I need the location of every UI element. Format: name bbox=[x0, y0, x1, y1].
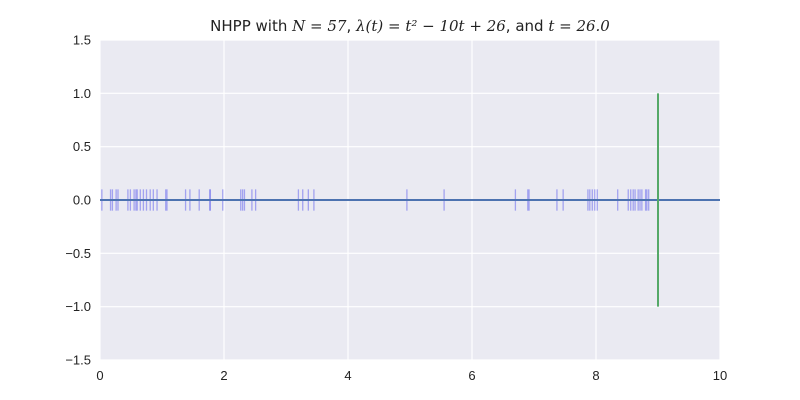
y-tick-label: 1.5 bbox=[73, 33, 91, 48]
title-n-expression: N = 57 bbox=[291, 17, 347, 35]
x-tick-label: 10 bbox=[713, 368, 727, 383]
x-tick-label: 8 bbox=[592, 368, 599, 383]
title-t-expression: t = 26.0 bbox=[548, 17, 610, 35]
x-tick-label: 2 bbox=[220, 368, 227, 383]
y-tick-label: 0.5 bbox=[73, 139, 91, 154]
title-lambda-expression: λ(t) = t² − 10t + 26 bbox=[355, 17, 506, 35]
title-separator-1: , bbox=[346, 17, 356, 35]
y-tick-label: 0.0 bbox=[73, 193, 91, 208]
x-axis-tick-labels: 0 2 4 6 8 10 bbox=[96, 368, 727, 383]
y-axis-tick-labels: −1.5 −1.0 −0.5 0.0 0.5 1.0 1.5 bbox=[65, 33, 91, 368]
y-tick-label: −1.5 bbox=[65, 353, 91, 368]
x-tick-label: 0 bbox=[96, 368, 103, 383]
title-prefix: NHPP with bbox=[210, 17, 292, 35]
title-separator-2: , and bbox=[506, 17, 549, 35]
y-tick-label: −1.0 bbox=[65, 299, 91, 314]
y-tick-label: −0.5 bbox=[65, 246, 91, 261]
x-tick-label: 4 bbox=[344, 368, 351, 383]
y-tick-label: 1.0 bbox=[73, 86, 91, 101]
data-layer bbox=[100, 93, 720, 307]
x-tick-label: 6 bbox=[468, 368, 475, 383]
chart-title: NHPP with N = 57, λ(t) = t² − 10t + 26, … bbox=[210, 17, 610, 35]
